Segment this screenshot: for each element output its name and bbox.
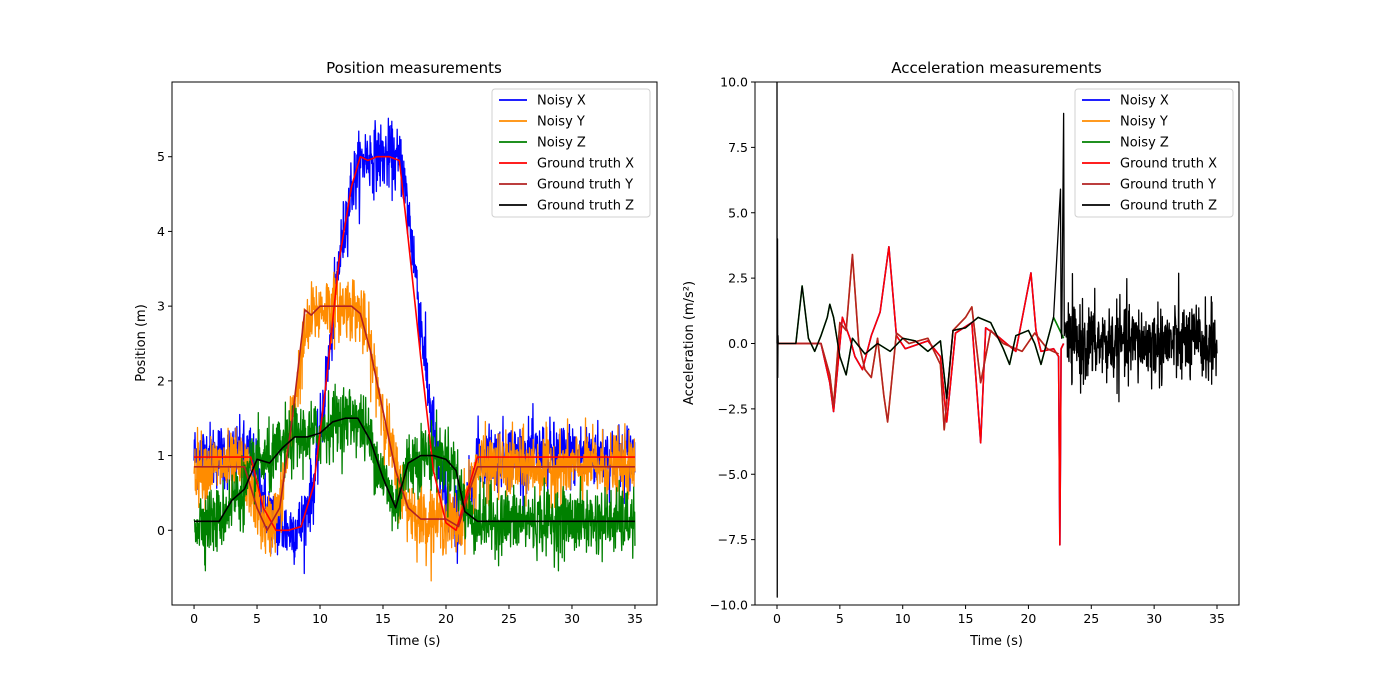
legend: Noisy X Noisy Y Noisy Z Ground truth X Groun… bbox=[491, 88, 651, 218]
legend-label: Ground truth X bbox=[1120, 157, 1217, 172]
legend-label: Noisy X bbox=[1120, 94, 1169, 109]
y-tick-label: −2.5 bbox=[718, 401, 748, 416]
x-tick-label: 20 bbox=[438, 611, 454, 626]
y-tick-label: 2.5 bbox=[728, 271, 748, 286]
y-tick-label: 0 bbox=[157, 523, 165, 538]
x-tick-label: 35 bbox=[1209, 611, 1225, 626]
legend-label: Noisy Y bbox=[537, 115, 585, 130]
series-line-3 bbox=[194, 155, 635, 532]
x-tick-label: 25 bbox=[1083, 611, 1099, 626]
x-tick-label: 20 bbox=[1020, 611, 1036, 626]
y-tick-label: 5 bbox=[157, 149, 165, 164]
series-lines bbox=[776, 82, 1218, 598]
x-tick-label: 0 bbox=[190, 611, 198, 626]
plot-area: 0 5 10 15 20 25 30 35 0 1 2 3 4 5 bbox=[157, 81, 658, 626]
series-line-5 bbox=[194, 417, 635, 523]
series-line-5 bbox=[776, 82, 1218, 598]
series-line-2 bbox=[777, 285, 1065, 400]
x-tick-label: 30 bbox=[564, 611, 580, 626]
legend-box bbox=[491, 88, 651, 218]
series-line-1 bbox=[193, 270, 636, 582]
legend-box bbox=[1074, 88, 1234, 218]
legend: Noisy X Noisy Y Noisy Z Ground truth X Groun… bbox=[1074, 88, 1234, 218]
series-line-3 bbox=[777, 245, 1065, 546]
position-chart: Position measurements Time (s) Position … bbox=[134, 59, 658, 649]
x-tick-label: 5 bbox=[253, 611, 261, 626]
x-tick-label: 0 bbox=[773, 611, 781, 626]
x-tick-label: 5 bbox=[836, 611, 844, 626]
x-tick-label: 15 bbox=[958, 611, 974, 626]
legend-label: Noisy Y bbox=[1120, 115, 1168, 130]
x-tick-label: 35 bbox=[627, 611, 643, 626]
x-tick-label: 10 bbox=[312, 611, 328, 626]
x-tick-label: 30 bbox=[1146, 611, 1162, 626]
chart-title: Acceleration measurements bbox=[891, 59, 1102, 77]
y-tick-label: 3 bbox=[157, 299, 165, 314]
series-line-2 bbox=[193, 383, 636, 572]
y-axis-label: Position (m) bbox=[134, 304, 149, 382]
x-axis-label: Time (s) bbox=[969, 634, 1023, 649]
legend-label: Ground truth Z bbox=[537, 199, 634, 214]
legend-label: Ground truth Y bbox=[537, 178, 633, 193]
legend-label: Noisy X bbox=[537, 94, 586, 109]
y-tick-label: −7.5 bbox=[718, 532, 748, 547]
legend-label: Ground truth Y bbox=[1120, 178, 1216, 193]
y-tick-label: 0.0 bbox=[728, 336, 748, 351]
legend-label: Ground truth Z bbox=[1120, 199, 1217, 214]
y-tick-label: 4 bbox=[157, 224, 165, 239]
y-tick-label: 5.0 bbox=[728, 205, 748, 220]
y-tick-label: −10.0 bbox=[710, 598, 748, 613]
y-tick-label: 7.5 bbox=[728, 140, 748, 155]
y-tick-label: 10.0 bbox=[720, 75, 748, 90]
legend-label: Noisy Z bbox=[1120, 136, 1169, 151]
x-tick-label: 25 bbox=[501, 611, 517, 626]
legend-label: Ground truth X bbox=[537, 157, 634, 172]
acceleration-chart: Acceleration measurements Time (s) Accel… bbox=[682, 59, 1240, 649]
y-tick-label: 1 bbox=[157, 448, 165, 463]
plot-area: 0 5 10 15 20 25 30 35 −10.0 −7.5 −5.0 −2.5 0.0 2.5 5.0… bbox=[710, 75, 1240, 626]
legend-label: Noisy Z bbox=[537, 136, 586, 151]
x-axis-label: Time (s) bbox=[387, 634, 441, 649]
x-tick-label: 10 bbox=[895, 611, 911, 626]
series-lines bbox=[193, 117, 636, 582]
axes-frame bbox=[171, 81, 658, 606]
y-tick-label: −5.0 bbox=[718, 467, 748, 482]
x-tick-label: 15 bbox=[375, 611, 391, 626]
y-tick-label: 2 bbox=[157, 373, 165, 388]
chart-title: Position measurements bbox=[326, 59, 502, 77]
series-line-4 bbox=[194, 305, 635, 532]
series-line-0 bbox=[777, 245, 1065, 546]
y-axis-label: Acceleration (m/s²) bbox=[682, 281, 697, 405]
